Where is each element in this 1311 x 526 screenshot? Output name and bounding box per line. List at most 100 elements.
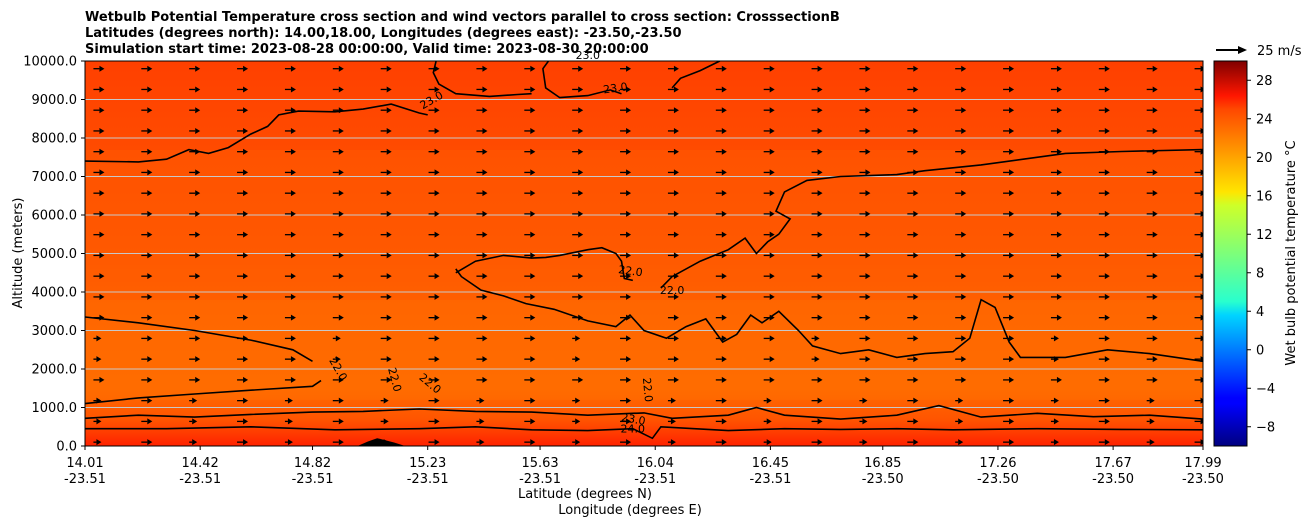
wind-vector (763, 418, 772, 425)
wind-vector-head (1104, 65, 1110, 72)
wind-vector-head (434, 86, 440, 93)
wind-vector-head (482, 127, 488, 134)
wind-vector-head (1009, 356, 1015, 363)
wind-vector (1003, 376, 1015, 383)
wind-vector-head (865, 169, 871, 176)
wind-vector (284, 169, 296, 176)
wind-vector (189, 335, 201, 342)
wind-vector-head (243, 210, 249, 217)
wind-vector-head (243, 356, 249, 363)
wind-vector (1194, 86, 1203, 93)
wind-vector (667, 439, 676, 446)
wind-vector-head (335, 335, 341, 342)
wind-vector (572, 439, 581, 446)
wind-vector-head (1056, 293, 1062, 300)
wind-vector-head (530, 86, 536, 93)
wind-vector (476, 418, 485, 425)
wind-vector (572, 273, 584, 280)
wind-vector-head (817, 127, 823, 134)
wind-vector (715, 397, 727, 404)
wind-vector (1003, 169, 1015, 176)
wind-vector (524, 293, 536, 300)
wind-vector (572, 86, 584, 93)
wind-vector-head (1200, 190, 1203, 197)
wind-vector (93, 356, 102, 363)
wind-vector-head (721, 231, 727, 238)
wind-vector (1003, 397, 1015, 404)
wind-vector-head (1009, 86, 1015, 93)
wind-vector-head (386, 65, 392, 72)
wind-vector-head (721, 127, 727, 134)
wind-vector (1003, 314, 1015, 321)
wind-vector-head (530, 397, 536, 404)
colorbar-tick-label: −4 (1256, 382, 1275, 397)
wind-vector-head (817, 86, 823, 93)
wind-vector (715, 231, 727, 238)
wind-vector-head (626, 439, 632, 446)
wind-vector-head (1104, 210, 1110, 217)
wind-vector (1194, 127, 1203, 134)
wind-vector-head (721, 169, 727, 176)
wind-vector (141, 356, 153, 363)
wind-vector (667, 231, 679, 238)
wind-vector-head (147, 397, 153, 404)
wind-vector (380, 65, 392, 72)
wind-vector (524, 148, 536, 155)
wind-vector-head (769, 293, 775, 300)
wind-vector-head (766, 418, 772, 425)
wind-vector (1194, 376, 1203, 383)
wind-vector (1050, 335, 1059, 342)
wind-vector (428, 273, 440, 280)
wind-vector (715, 86, 727, 93)
wind-vector-head (673, 231, 679, 238)
wind-vector-head (195, 107, 201, 114)
wind-vector (428, 356, 440, 363)
wind-vector (620, 439, 632, 446)
y-tick-label: 9000.0 (32, 93, 78, 108)
wind-vector (428, 439, 440, 446)
wind-vector (667, 148, 679, 155)
wind-vector-head (479, 397, 485, 404)
y-tick-label: 10000.0 (23, 55, 77, 70)
wind-vector-head (530, 231, 536, 238)
wind-vector-head (290, 335, 296, 342)
wind-vector (572, 252, 584, 259)
wind-vector-head (195, 252, 201, 259)
wind-vector-head (434, 314, 440, 321)
wind-vector-head (626, 169, 632, 176)
wind-vector (428, 231, 440, 238)
x-tick-label-lat: 14.42 (182, 456, 219, 471)
wind-vector (811, 86, 823, 93)
y-tick-label: 5000.0 (32, 247, 78, 262)
wind-vector (715, 314, 727, 321)
wind-vector (907, 65, 919, 72)
wind-vector-head (1149, 439, 1155, 446)
wind-vector (189, 397, 198, 404)
wind-vector (1194, 210, 1203, 217)
wind-vector-head (99, 376, 105, 383)
wind-vector-head (1056, 190, 1062, 197)
contour-line (85, 404, 1203, 420)
wind-vector (955, 356, 967, 363)
wind-vector (572, 293, 584, 300)
wind-vector (1146, 107, 1158, 114)
wind-vector-head (290, 210, 296, 217)
wind-vector-head (769, 190, 775, 197)
wind-vector (859, 190, 871, 197)
quiver-key-arrowhead (1238, 46, 1247, 54)
wind-vector (189, 273, 201, 280)
wind-vector (189, 418, 198, 425)
wind-vector (141, 148, 153, 155)
wind-vector (763, 273, 775, 280)
wind-vector-head (147, 190, 153, 197)
wind-vector-head (1104, 439, 1110, 446)
wind-vector-head (673, 252, 679, 259)
wind-vector (524, 418, 536, 425)
wind-vector (284, 86, 296, 93)
wind-vector-head (147, 169, 153, 176)
wind-vector (237, 397, 249, 404)
wind-vector (667, 397, 676, 404)
wind-vector-head (386, 252, 392, 259)
wind-vector-head (626, 356, 632, 363)
wind-vector (620, 107, 632, 114)
